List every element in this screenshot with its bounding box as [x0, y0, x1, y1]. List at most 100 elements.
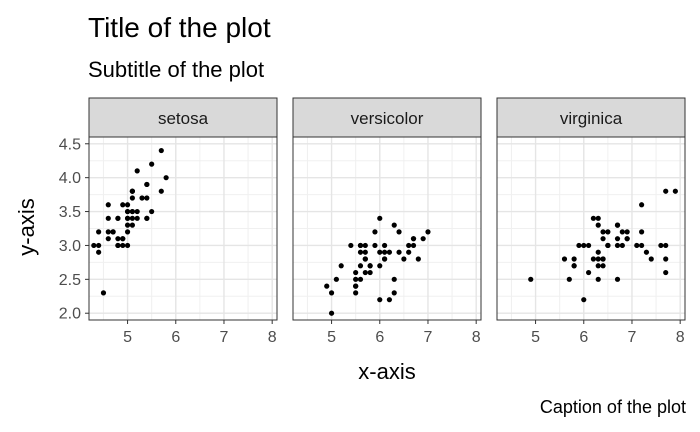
- data-point: [381, 242, 388, 249]
- data-point: [663, 269, 669, 276]
- data-point: [91, 242, 97, 249]
- data-point: [600, 256, 606, 262]
- data-point: [600, 263, 606, 269]
- data-point: [129, 208, 135, 215]
- x-tick-label: 5: [327, 329, 336, 346]
- data-point: [639, 242, 645, 249]
- facet-strip-label: versicolor: [351, 109, 424, 128]
- data-point: [614, 236, 621, 242]
- data-point: [391, 290, 397, 296]
- facet-panel-versicolor: versicolor 5 6 7 8: [292, 97, 482, 346]
- data-point: [105, 215, 111, 221]
- chart-caption: Caption of the plot: [540, 397, 686, 417]
- x-tick-label: 6: [171, 329, 180, 346]
- data-point: [600, 229, 606, 235]
- data-point: [134, 168, 140, 174]
- y-tick-label: 4.5: [59, 136, 81, 153]
- data-point: [396, 229, 402, 235]
- data-point: [619, 242, 625, 249]
- data-point: [163, 175, 169, 181]
- data-point: [561, 256, 568, 262]
- facet-strip: [292, 97, 482, 138]
- data-point: [120, 242, 126, 249]
- data-point: [362, 256, 368, 262]
- data-point: [663, 242, 669, 249]
- data-point: [406, 249, 412, 255]
- data-point: [386, 297, 393, 303]
- data-point: [639, 202, 645, 208]
- data-point: [158, 147, 164, 154]
- x-tick-label: 7: [628, 329, 637, 346]
- facet-strip: [496, 97, 686, 138]
- data-point: [377, 297, 383, 303]
- y-tick-label: 4.0: [59, 170, 81, 187]
- data-point: [158, 188, 164, 194]
- data-point: [120, 236, 126, 242]
- data-point: [105, 236, 111, 242]
- x-tick-label: 8: [676, 329, 685, 346]
- data-point: [648, 256, 654, 262]
- data-point: [129, 222, 135, 228]
- data-point: [328, 310, 335, 316]
- data-point: [124, 202, 131, 208]
- data-point: [595, 215, 601, 221]
- data-point: [149, 161, 155, 167]
- x-tick-label: 7: [424, 329, 433, 346]
- chart-title: Title of the plot: [88, 12, 271, 43]
- data-point: [605, 229, 611, 235]
- data-point: [410, 242, 417, 249]
- data-point: [614, 222, 621, 228]
- data-point: [528, 276, 534, 282]
- data-point: [124, 229, 131, 235]
- data-point: [372, 229, 378, 235]
- data-point: [619, 229, 625, 235]
- x-axis-label: x-axis: [358, 359, 415, 384]
- data-point: [624, 236, 630, 242]
- y-axis: 2.0 2.5 3.0 3.5 4.0 4.5: [59, 136, 89, 323]
- data-point: [639, 229, 645, 235]
- chart-subtitle: Subtitle of the plot: [88, 57, 264, 82]
- data-point: [396, 249, 402, 255]
- x-tick-label: 6: [579, 329, 588, 346]
- data-point: [377, 215, 383, 221]
- data-point: [614, 276, 621, 282]
- x-tick-label: 7: [220, 329, 229, 346]
- data-point: [120, 202, 126, 208]
- data-point: [381, 249, 388, 255]
- data-point: [129, 188, 135, 194]
- data-point: [643, 249, 650, 255]
- data-point: [357, 276, 364, 282]
- data-point: [105, 202, 111, 208]
- data-point: [124, 222, 131, 228]
- data-point: [357, 242, 364, 249]
- data-point: [115, 215, 121, 221]
- data-point: [357, 263, 364, 269]
- data-point: [590, 256, 597, 262]
- facet-panels: setosa 5 6 7 8 versicolor 5 6 7 8 virginica 5 6 7 8: [88, 97, 686, 346]
- data-point: [595, 263, 601, 269]
- data-point: [367, 269, 373, 276]
- y-tick-label: 2.5: [59, 272, 81, 289]
- data-point: [149, 208, 155, 215]
- y-tick-label: 2.0: [59, 306, 81, 323]
- data-point: [144, 195, 150, 201]
- data-point: [663, 188, 669, 194]
- data-point: [124, 208, 131, 215]
- data-point: [144, 215, 150, 221]
- data-point: [391, 222, 397, 228]
- panel-border: [496, 136, 686, 321]
- data-point: [353, 283, 359, 289]
- data-point: [415, 256, 421, 262]
- x-tick-label: 5: [531, 329, 540, 346]
- data-point: [353, 269, 359, 276]
- data-point: [585, 269, 592, 276]
- data-point: [100, 290, 107, 296]
- data-point: [595, 249, 601, 255]
- data-point: [576, 242, 582, 249]
- data-point: [600, 236, 606, 242]
- data-point: [96, 242, 102, 249]
- panel-border: [292, 136, 482, 321]
- data-point: [124, 242, 131, 249]
- y-tick-label: 3.0: [59, 238, 81, 255]
